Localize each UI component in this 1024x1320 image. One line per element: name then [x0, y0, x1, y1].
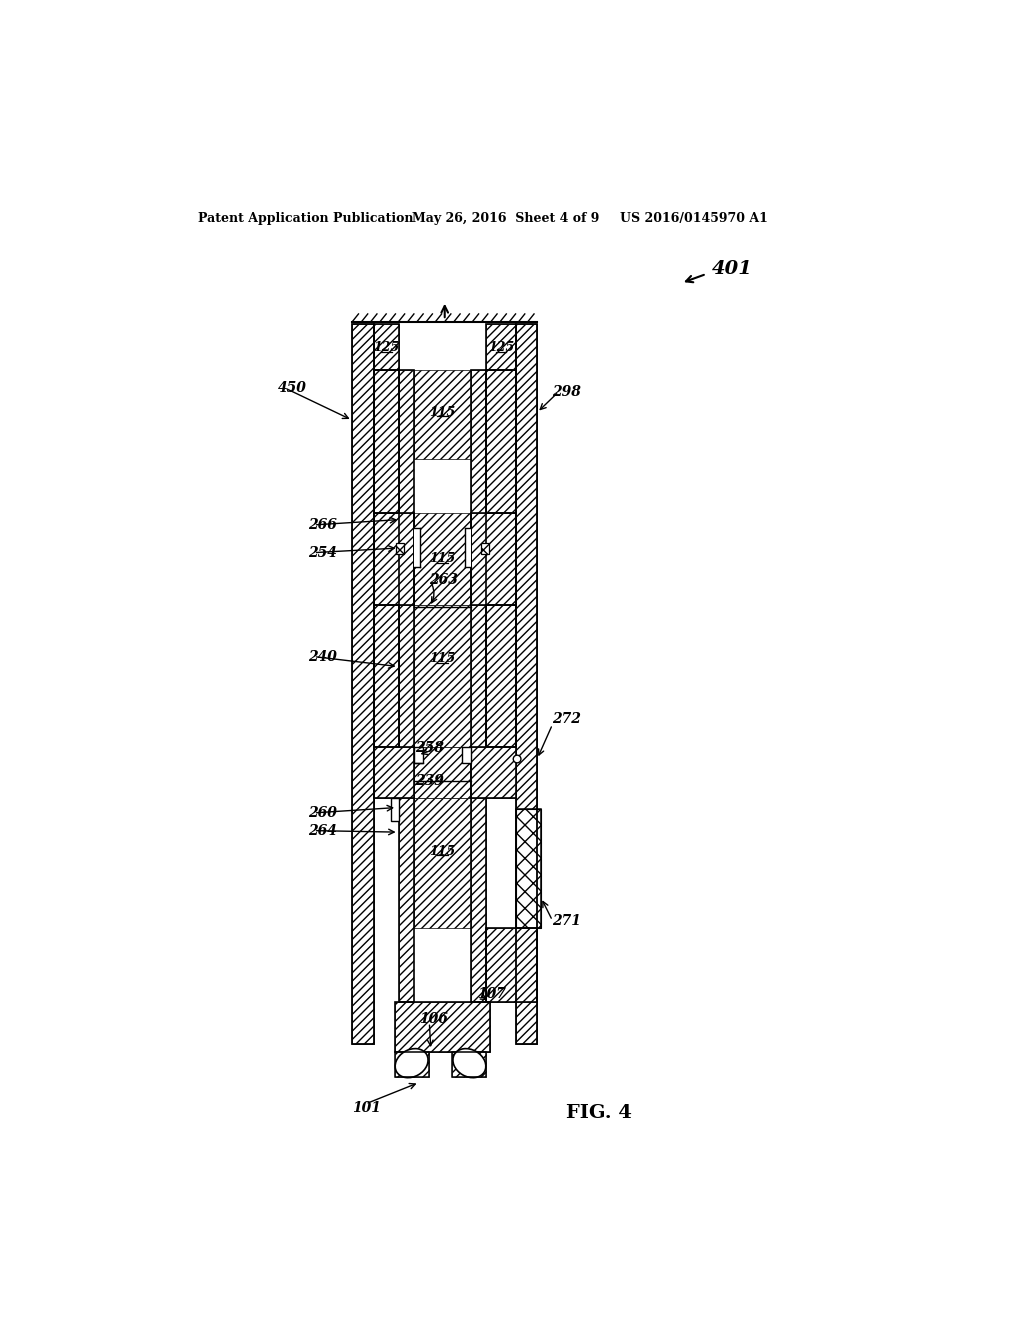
Bar	[414, 370, 471, 459]
Text: 264: 264	[307, 824, 337, 838]
Text: 401: 401	[712, 260, 753, 277]
Bar	[398, 370, 414, 1002]
Bar	[352, 323, 374, 1044]
Bar	[374, 512, 414, 605]
Bar	[374, 512, 414, 605]
Bar	[394, 1052, 429, 1077]
Bar	[398, 370, 414, 1002]
Bar	[486, 928, 538, 1002]
Bar	[414, 747, 423, 763]
Text: 240: 240	[307, 649, 337, 664]
Bar	[486, 370, 515, 512]
Bar	[486, 605, 515, 747]
Bar	[414, 747, 471, 797]
Bar	[414, 605, 471, 747]
Bar	[453, 1052, 486, 1077]
Bar	[471, 747, 515, 797]
Bar	[462, 747, 471, 763]
Bar	[414, 370, 471, 1002]
Bar	[486, 370, 515, 512]
Bar	[515, 809, 541, 928]
Text: 125: 125	[487, 342, 514, 354]
Bar	[396, 544, 403, 554]
Text: 107: 107	[477, 987, 506, 1001]
Text: FIG. 4: FIG. 4	[565, 1105, 632, 1122]
Text: 115: 115	[429, 407, 456, 418]
Bar	[486, 605, 515, 747]
Text: 115: 115	[429, 652, 456, 665]
Bar	[414, 528, 420, 566]
Bar	[414, 797, 471, 928]
Text: 271: 271	[553, 913, 582, 928]
Bar	[515, 809, 541, 928]
Text: 298: 298	[553, 384, 582, 399]
Text: 125: 125	[373, 342, 399, 354]
Text: 272: 272	[553, 711, 582, 726]
Bar	[352, 323, 374, 1044]
Text: 101: 101	[352, 1101, 381, 1115]
Bar	[391, 797, 398, 821]
Bar	[391, 797, 398, 821]
Text: 450: 450	[279, 381, 307, 395]
Bar	[486, 323, 515, 370]
Text: 115: 115	[429, 845, 456, 858]
Ellipse shape	[453, 1048, 485, 1077]
Bar	[515, 323, 538, 1044]
Bar	[471, 370, 486, 1002]
Bar	[374, 747, 414, 797]
Bar	[414, 512, 471, 605]
Ellipse shape	[395, 1048, 428, 1077]
Text: 258: 258	[416, 742, 444, 755]
Bar	[374, 747, 414, 797]
Bar	[481, 544, 488, 554]
Bar	[374, 370, 398, 512]
Bar	[471, 512, 515, 605]
Bar	[486, 928, 538, 1002]
Text: US 2016/0145970 A1: US 2016/0145970 A1	[620, 213, 767, 224]
Bar	[453, 1052, 486, 1077]
Text: Patent Application Publication: Patent Application Publication	[199, 213, 414, 224]
Bar	[374, 370, 398, 512]
Bar	[374, 605, 398, 747]
Bar	[471, 747, 515, 797]
Bar	[374, 605, 398, 747]
Text: 254: 254	[307, 545, 337, 560]
Text: 260: 260	[307, 807, 337, 820]
Bar	[394, 1002, 490, 1052]
Bar	[515, 323, 538, 1044]
Text: 266: 266	[307, 517, 337, 532]
Bar	[374, 323, 398, 370]
Text: May 26, 2016  Sheet 4 of 9: May 26, 2016 Sheet 4 of 9	[412, 213, 599, 224]
Bar	[471, 370, 486, 1002]
Bar	[374, 323, 398, 370]
Text: 239: 239	[416, 774, 444, 788]
Text: 263: 263	[429, 573, 458, 587]
Circle shape	[513, 755, 521, 763]
Bar	[486, 323, 515, 370]
Bar	[394, 1002, 490, 1052]
Bar	[471, 512, 515, 605]
Bar	[394, 1052, 429, 1077]
Text: 115: 115	[429, 552, 456, 565]
Bar	[465, 528, 471, 566]
Text: 106: 106	[419, 1012, 449, 1026]
